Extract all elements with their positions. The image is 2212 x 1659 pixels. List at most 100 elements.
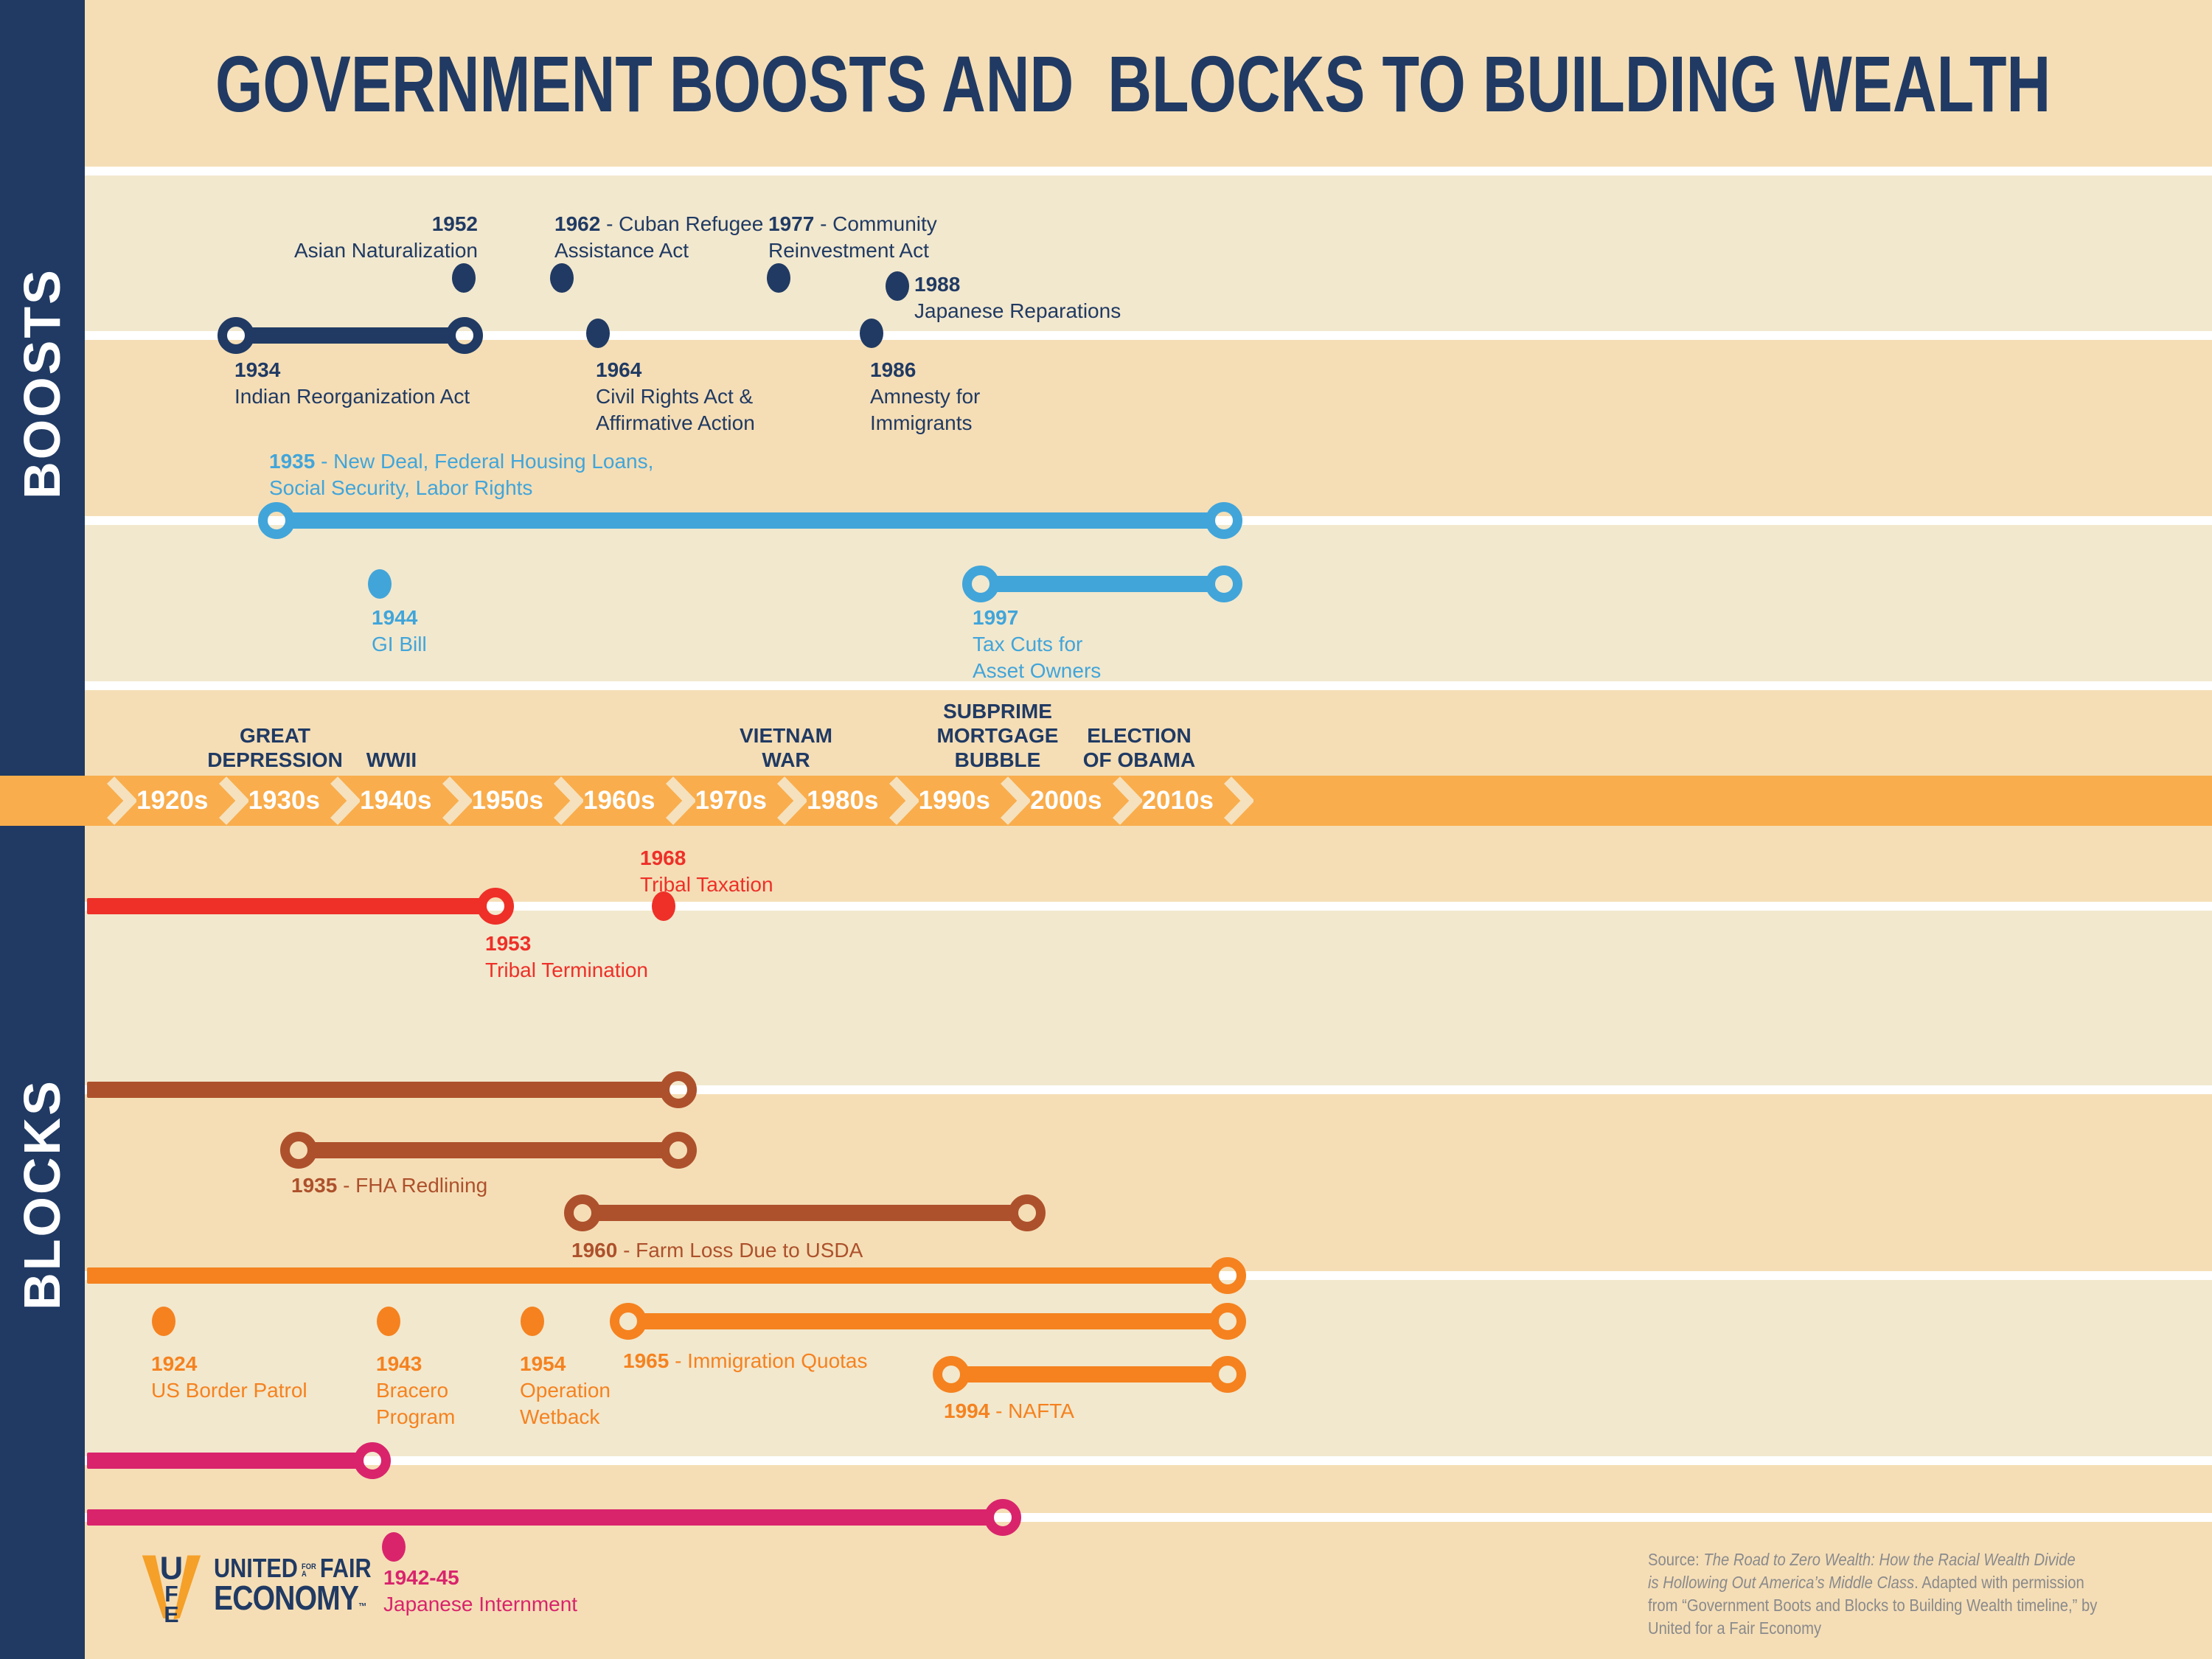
fha-redlining-label: 1935 - FHA Redlining — [291, 1174, 488, 1197]
decade-label: 1980s — [807, 786, 879, 815]
chevron-right-icon — [1112, 776, 1142, 826]
era-label: WWII — [366, 748, 417, 771]
chevron-right-icon — [777, 776, 807, 826]
line-endpoint-ring — [446, 317, 483, 354]
new-deal-label: 1935 - New Deal, Federal Housing Loans, S… — [269, 450, 654, 499]
line-endpoint-ring — [660, 1132, 697, 1169]
tribal-termination-label: 1953 Tribal Termination — [485, 932, 648, 981]
line-endpoint-ring — [1206, 566, 1242, 602]
svg-text:U: U — [160, 1551, 183, 1587]
tax-cuts-for-asset-owners-line — [992, 576, 1212, 592]
line-endpoint-ring — [1009, 1194, 1046, 1231]
line-endpoint-ring — [984, 1499, 1021, 1536]
new-deal-line — [288, 512, 1212, 529]
us-border-patrol-dot — [152, 1307, 175, 1336]
decade-label: 1990s — [918, 786, 990, 815]
svg-text:E: E — [164, 1603, 178, 1625]
internment-block-short-line — [87, 1453, 361, 1469]
background-band — [85, 525, 2212, 681]
ufe-logo-text: UNITED FOR A FAIR ECONOMY™ — [214, 1548, 372, 1624]
indian-reorganization-act-line — [248, 327, 453, 344]
era-label: SUBPRIME MORTGAGE BUBBLE — [936, 700, 1059, 771]
japanese-reparations-dot — [886, 271, 909, 301]
gi-bill-dot — [368, 569, 392, 599]
separator-line — [85, 331, 2212, 340]
fha-redlining-line — [310, 1142, 667, 1158]
tribal-termination-line — [87, 898, 484, 914]
chevron-right-icon — [442, 776, 472, 826]
decade-label: 1960s — [583, 786, 655, 815]
page-title: GOVERNMENT BOOSTS AND BLOCKS TO BUILDING… — [215, 39, 2051, 129]
bracero-program-label: 1943 Bracero Program — [376, 1352, 456, 1428]
line-endpoint-ring — [610, 1303, 647, 1340]
japanese-internment-dot — [382, 1532, 406, 1562]
japanese-internment-line — [87, 1509, 991, 1526]
tax-cuts-for-asset-owners-label: 1997 Tax Cuts for Asset Owners — [973, 606, 1102, 682]
pre-1920s-block-line — [87, 1082, 667, 1098]
nafta-line — [963, 1366, 1216, 1382]
line-endpoint-ring — [218, 317, 254, 354]
era-label: GREAT DEPRESSION — [207, 724, 343, 771]
line-endpoint-ring — [564, 1194, 601, 1231]
chevron-right-icon — [554, 776, 583, 826]
line-endpoint-ring — [660, 1071, 697, 1108]
separator-line — [85, 1456, 2212, 1465]
decade-label: 1920s — [136, 786, 209, 815]
separator-line — [85, 167, 2212, 175]
chevron-right-icon — [330, 776, 360, 826]
chevron-right-icon — [218, 776, 248, 826]
logo-economy: ECONOMY — [214, 1579, 359, 1617]
sidebar-boosts-label: BOOSTS — [13, 268, 71, 499]
civil-rights-act-label: 1964 Civil Rights Act & Affirmative Action — [596, 358, 755, 434]
decade-bar — [0, 776, 2212, 826]
cuban-refugee-assistance-label: 1962 - Cuban Refugee Assistance Act — [554, 212, 764, 262]
civil-rights-act-dot — [586, 319, 610, 348]
background-band — [85, 911, 2212, 1085]
chevron-right-icon — [888, 776, 919, 826]
era-label: VIETNAM WAR — [740, 724, 832, 771]
chevron-right-icon — [107, 776, 136, 826]
line-endpoint-ring — [933, 1356, 970, 1393]
logo-fair: FAIR — [319, 1553, 372, 1583]
gi-bill-label: 1944 GI Bill — [372, 606, 427, 655]
indian-reorganization-act-label: 1934 Indian Reorganization Act — [234, 358, 470, 408]
line-endpoint-ring — [477, 888, 514, 925]
line-endpoint-ring — [1209, 1356, 1246, 1393]
line-endpoint-ring — [258, 502, 295, 539]
decade-label: 1930s — [248, 786, 320, 815]
decade-label: 1970s — [695, 786, 767, 815]
amnesty-immigrants-label: 1986 Amnesty for Immigrants — [870, 358, 981, 434]
japanese-internment-label: 1942-45 Japanese Internment — [383, 1566, 578, 1615]
background-band — [85, 175, 2212, 331]
japanese-reparations-label: 1988 Japanese Reparations — [914, 273, 1121, 322]
sidebar: BOOSTS BLOCKS — [0, 0, 85, 1659]
asian-naturalization-label: 1952 Asian Naturalization — [293, 212, 478, 262]
ufe-logo: U F E UNITED FOR A FAIR ECONOMY™ — [136, 1548, 399, 1629]
immigration-quotas-line — [640, 1313, 1216, 1329]
decade-label: 2010s — [1141, 786, 1214, 815]
bracero-program-dot — [377, 1307, 400, 1336]
line-endpoint-ring — [1209, 1257, 1246, 1294]
decade-label: 1940s — [360, 786, 432, 815]
trademark-mark: ™ — [358, 1601, 366, 1612]
tribal-taxation-dot — [652, 891, 675, 921]
decade-label: 1950s — [471, 786, 543, 815]
nafta-label: 1994 - NAFTA — [944, 1399, 1074, 1422]
immigration-block-long-line — [87, 1267, 1216, 1284]
amnesty-immigrants-dot — [860, 319, 883, 348]
source-attribution: Source: The Road to Zero Wealth: How the… — [1648, 1550, 2098, 1638]
tribal-taxation-label: 1968 Tribal Taxation — [640, 846, 773, 896]
logo-united: UNITED — [214, 1553, 298, 1583]
us-border-patrol-label: 1924 US Border Patrol — [151, 1352, 307, 1402]
chevron-right-icon — [1001, 776, 1030, 826]
cuban-refugee-assistance-dot — [550, 263, 574, 293]
operation-wetback-label: 1954 Operation Wetback — [520, 1352, 611, 1428]
chevron-right-icon — [1224, 776, 1253, 826]
community-reinvestment-label: 1977 - Community Reinvestment Act — [768, 212, 937, 262]
separator-line — [85, 681, 2212, 690]
farm-loss-usda-line — [594, 1205, 1015, 1221]
svg-text:F: F — [164, 1582, 178, 1607]
asian-naturalization-dot — [452, 263, 476, 293]
decade-label: 2000s — [1030, 786, 1102, 815]
